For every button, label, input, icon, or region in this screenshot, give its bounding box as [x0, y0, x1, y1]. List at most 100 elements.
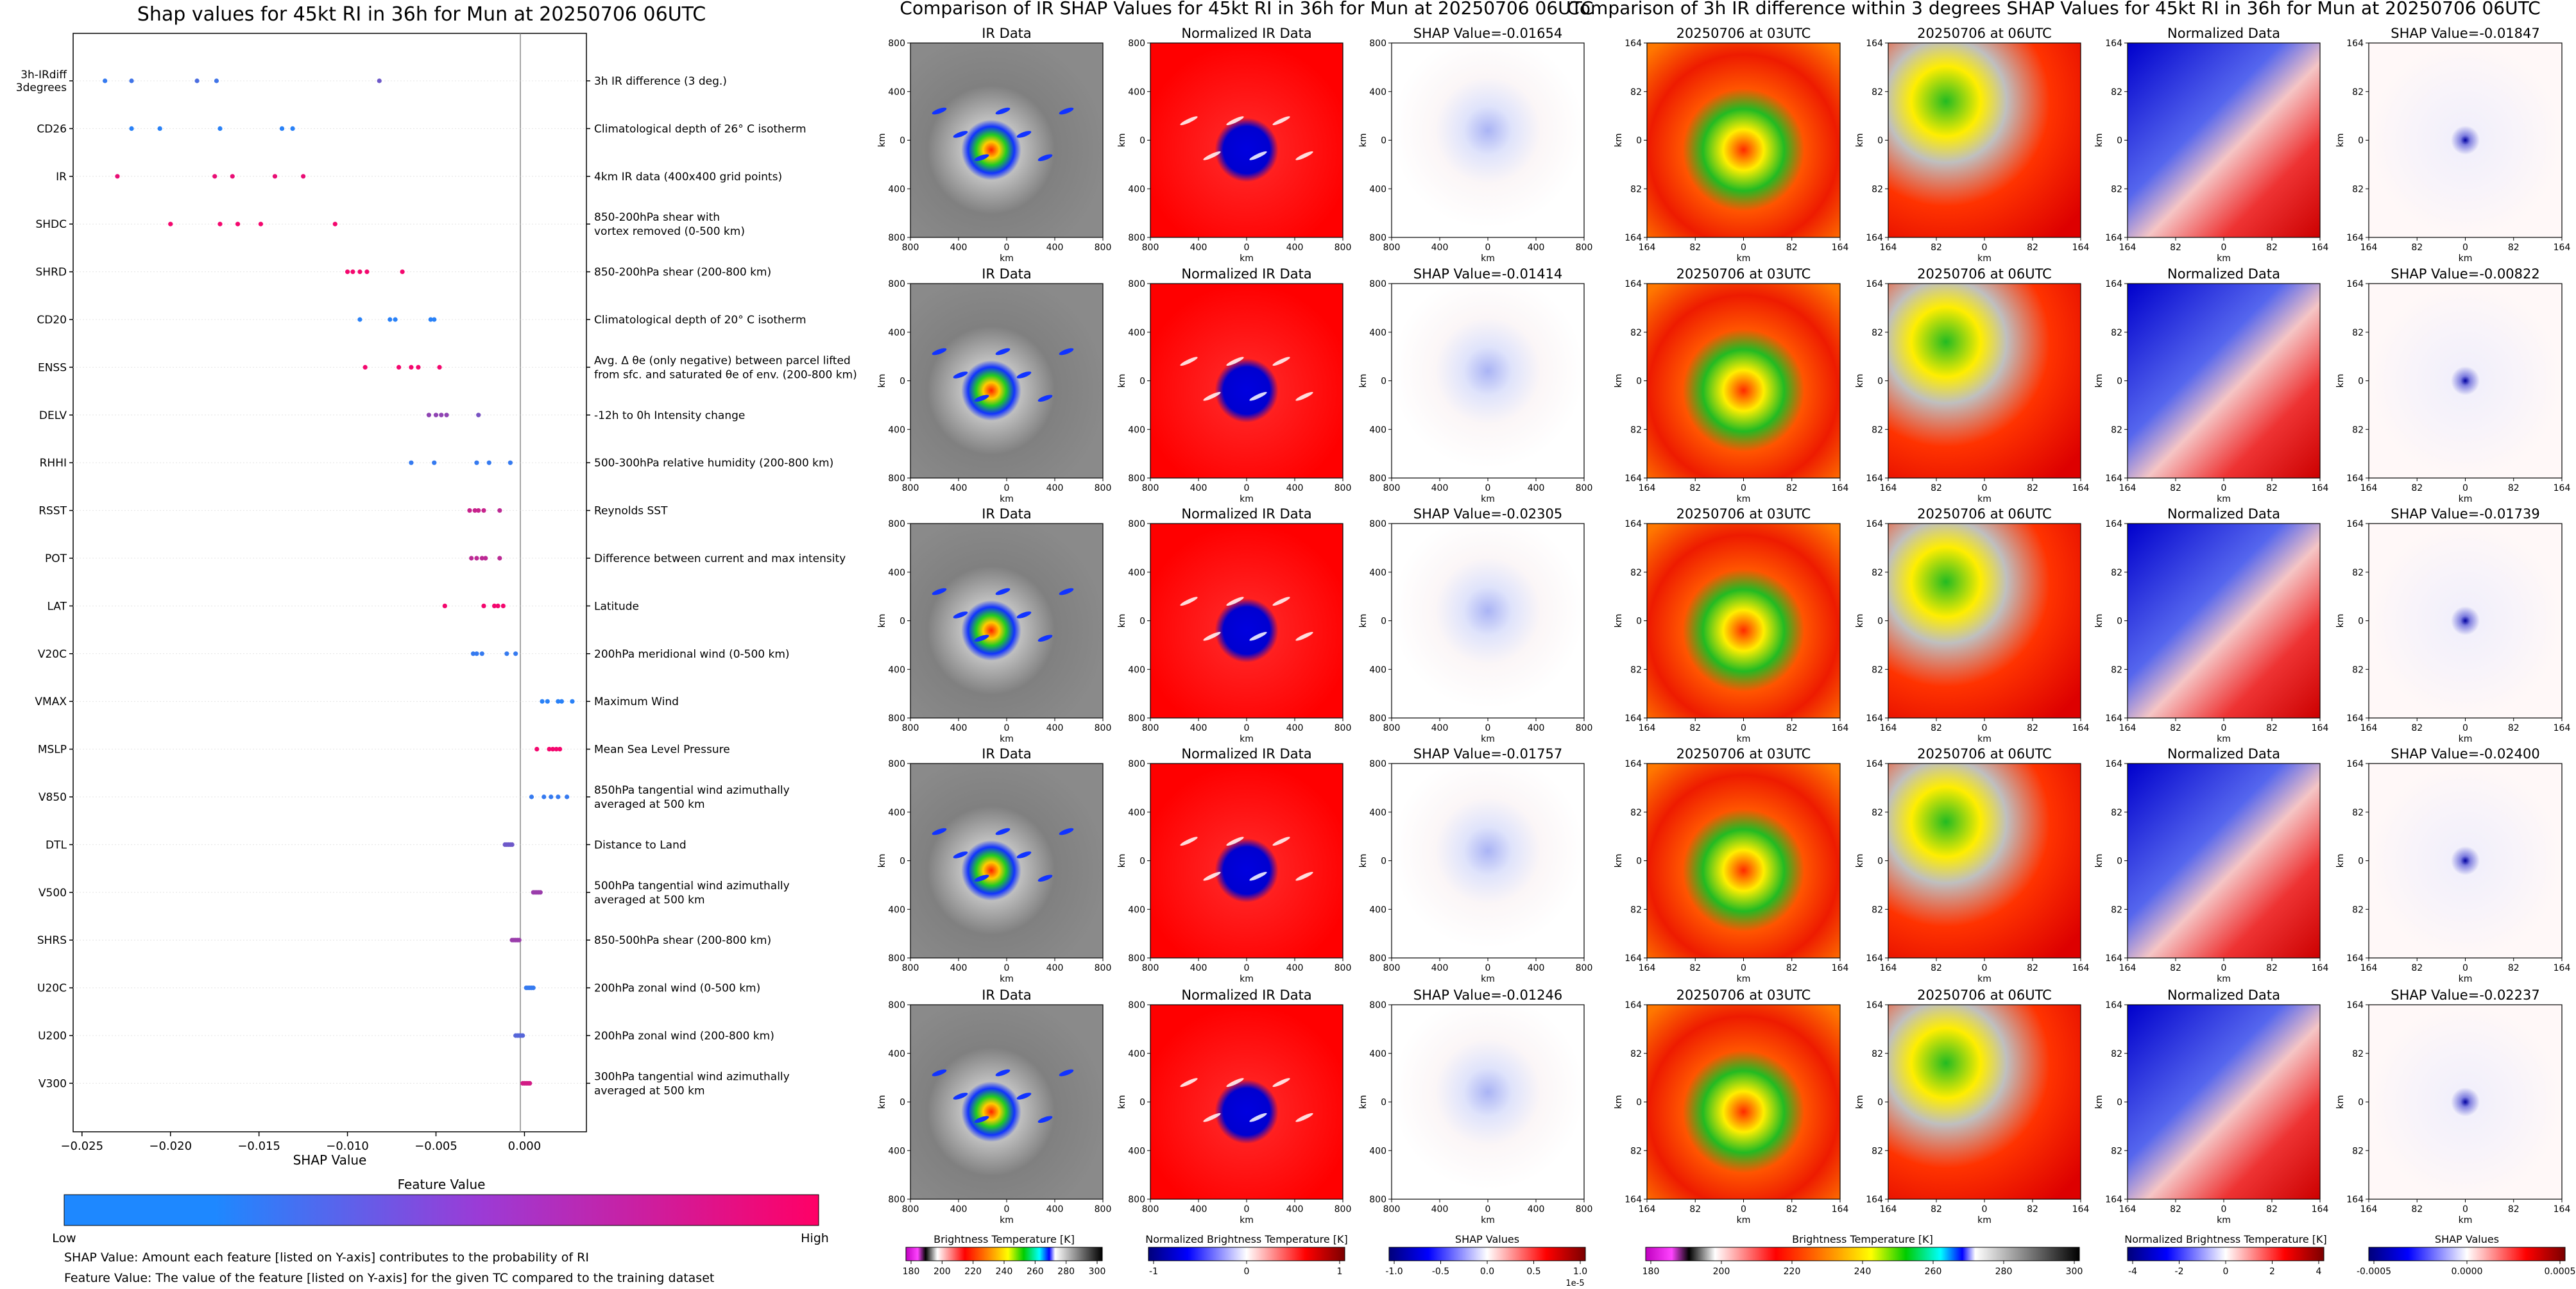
- ytick-label: 400: [1369, 568, 1386, 578]
- yaxis-label: km: [2335, 133, 2346, 148]
- colorbar-strip: [1388, 1247, 1586, 1261]
- ytick-label: 82: [2352, 1146, 2364, 1156]
- ytick-label: 82: [2352, 808, 2364, 818]
- xtick-label: 82: [1931, 723, 1942, 733]
- normalized-field: [1150, 1005, 1343, 1199]
- xtick-label: 164: [1880, 723, 1897, 733]
- ytick-label: 164: [1866, 953, 1883, 964]
- xtick-label: 400: [1431, 723, 1449, 733]
- xaxis-label: km: [2217, 974, 2231, 984]
- colorbar-strip: [1148, 1247, 1345, 1261]
- xtick-label: 0: [2462, 1204, 2468, 1215]
- ytick-label: 164: [1866, 474, 1883, 484]
- ytick-label: 164: [2346, 279, 2364, 289]
- normalized-diff-field: [2128, 284, 2320, 478]
- ir-row: IR Data80080040040000400400800800kmkmNor…: [877, 506, 1592, 744]
- feature-description: 200hPa zonal wind (0-500 km): [594, 982, 760, 995]
- xtick-label: 400: [1431, 243, 1449, 253]
- ytick-label: 164: [1866, 38, 1883, 49]
- shap-point: [481, 603, 486, 609]
- shap-point: [377, 78, 382, 83]
- panel-title: Normalized IR Data: [1181, 746, 1311, 762]
- xtick-label: 400: [1190, 963, 1207, 973]
- xtick-label: 0.000: [508, 1140, 542, 1153]
- xaxis-label: km: [1000, 494, 1014, 504]
- feature-label: ENSS: [38, 361, 67, 374]
- shap-point: [218, 221, 223, 226]
- shap-point: [529, 794, 534, 799]
- xtick-label: 164: [2312, 1204, 2329, 1215]
- shap-point: [550, 747, 556, 752]
- ytick-label: 400: [1369, 87, 1386, 98]
- xtick-label: 0: [1982, 1204, 1988, 1215]
- feature-description: 500-300hPa relative humidity (200-800 km…: [594, 457, 833, 470]
- ir-image: [910, 1005, 1103, 1199]
- rainband: [995, 588, 1011, 595]
- panel-title: 20250706 at 06UTC: [1917, 746, 2052, 762]
- xtick-label: 400: [1528, 723, 1545, 733]
- ytick-label: 800: [888, 474, 905, 484]
- normalized-field: [1150, 764, 1343, 958]
- shap-point: [230, 174, 235, 179]
- xtick-label: 800: [1335, 723, 1352, 733]
- yaxis-label: km: [877, 374, 887, 388]
- colorbar-tick-label: -0.0005: [2357, 1267, 2391, 1277]
- ir-06utc-field: [1888, 1005, 2081, 1199]
- xtick-label: 400: [1046, 483, 1064, 493]
- diff-row: 20250706 at 03UTC1641648282008282164164k…: [1614, 506, 2570, 744]
- normalized-diff-field: [2128, 1005, 2320, 1199]
- ytick-label: 800: [1128, 1000, 1145, 1011]
- xtick-label: 400: [1046, 963, 1064, 973]
- xaxis-label: km: [1977, 974, 1992, 984]
- ytick-label: 82: [1872, 905, 1883, 915]
- xtick-label: 800: [1142, 963, 1159, 973]
- ir-row: IR Data80080040040000400400800800kmkmNor…: [877, 266, 1592, 504]
- xtick-label: 82: [1786, 963, 1798, 973]
- panel-title: SHAP Value=-0.01246: [1413, 987, 1563, 1003]
- shap-point: [527, 1080, 533, 1086]
- shap-point: [476, 413, 481, 418]
- shap-point: [516, 937, 522, 943]
- feature-description: Latitude: [594, 600, 639, 613]
- band-highlight: [1272, 837, 1290, 846]
- band-highlight: [1180, 597, 1198, 606]
- rain2-image: [1888, 1005, 2081, 1199]
- shap-point: [558, 747, 563, 752]
- ytick-label: 82: [2352, 905, 2364, 915]
- feature-label: 3h-IRdiff 3degrees: [16, 69, 68, 94]
- normalized-diff-field: [2128, 43, 2320, 237]
- shap-point: [509, 842, 515, 847]
- rainband: [1037, 1116, 1053, 1123]
- xtick-label: 82: [2170, 963, 2181, 973]
- shap-point: [218, 126, 223, 131]
- colorbar-title: Feature Value: [398, 1177, 486, 1192]
- feature-description: 300hPa tangential wind azimuthally averag…: [594, 1070, 790, 1097]
- xtick-label: 0: [2221, 963, 2227, 973]
- shap-point: [547, 747, 552, 752]
- shap-point: [393, 317, 398, 322]
- ytick-label: 400: [888, 87, 905, 98]
- xtick-label: 0: [1004, 483, 1010, 493]
- ytick-label: 0: [1139, 377, 1145, 387]
- colorbar-tick-label: 0: [2223, 1267, 2229, 1277]
- yaxis-label: km: [2094, 854, 2104, 868]
- ytick-label: 0: [1877, 617, 1883, 627]
- xtick-label: 800: [1383, 483, 1401, 493]
- ir-03utc-field: [1647, 284, 1840, 478]
- ytick-label: 164: [2105, 759, 2122, 769]
- ytick-label: 82: [1630, 905, 1642, 915]
- shap-point: [542, 794, 547, 799]
- feature-description: Distance to Land: [594, 839, 687, 851]
- xtick-label: 0: [1741, 1204, 1746, 1215]
- ytick-label: 800: [1369, 519, 1386, 529]
- ytick-label: 400: [888, 905, 905, 915]
- shap-point: [272, 174, 278, 179]
- xtick-label: 0: [1982, 963, 1988, 973]
- ytick-label: 164: [2105, 713, 2122, 724]
- yaxis-label: km: [1614, 614, 1624, 628]
- panel-title: 20250706 at 03UTC: [1676, 987, 1811, 1003]
- feature-description: Mean Sea Level Pressure: [594, 744, 730, 756]
- ytick-label: 164: [2346, 233, 2364, 243]
- ytick-label: 800: [1369, 953, 1386, 964]
- xtick-label: 164: [2554, 243, 2571, 253]
